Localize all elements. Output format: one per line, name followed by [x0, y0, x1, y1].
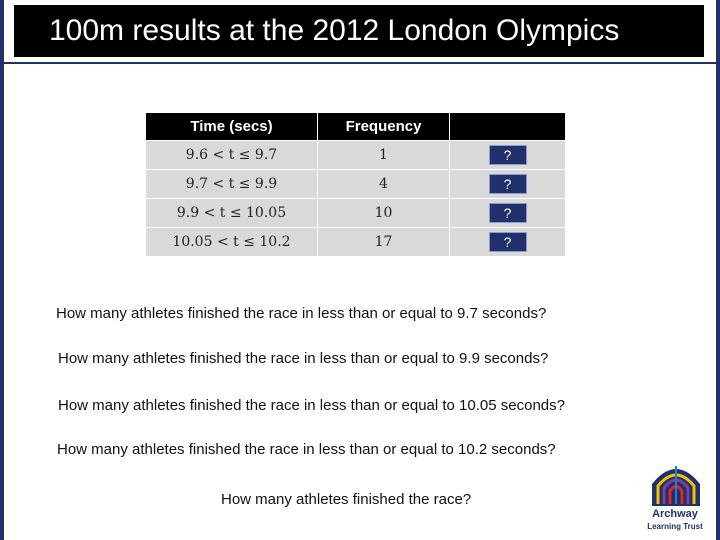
time-cell: 9.9 < t ≤ 10.05 [145, 198, 318, 228]
frequency-table: Time (secs) Frequency 9.6 < t ≤ 9.7 1 ? … [145, 112, 566, 257]
right-border [716, 0, 720, 540]
question-3: How many athletes finished the race in l… [58, 397, 565, 414]
reveal-button[interactable]: ? [488, 145, 527, 165]
question-2: How many athletes finished the race in l… [58, 350, 549, 367]
logo-name: Archway [652, 508, 698, 520]
time-cell: 9.6 < t ≤ 9.7 [145, 140, 318, 170]
reveal-button[interactable]: ? [488, 203, 527, 223]
table-row: 9.7 < t ≤ 9.9 4 ? [145, 169, 566, 199]
slide-title: 100m results at the 2012 London Olympics [14, 5, 704, 57]
table-row: 9.6 < t ≤ 9.7 1 ? [145, 140, 566, 170]
question-5: How many athletes finished the race? [221, 491, 472, 508]
header-time: Time (secs) [145, 112, 318, 141]
frequency-cell: 4 [317, 169, 450, 199]
question-4: How many athletes finished the race in l… [57, 441, 556, 458]
title-divider [4, 62, 716, 64]
archway-logo-icon [652, 466, 700, 506]
logo-subtitle: Learning Trust [647, 522, 703, 531]
cumulative-cell: ? [449, 227, 566, 257]
frequency-cell: 10 [317, 198, 450, 228]
header-cumulative [449, 112, 566, 141]
cumulative-cell: ? [449, 169, 566, 199]
frequency-cell: 1 [317, 140, 450, 170]
left-border [0, 0, 4, 540]
time-cell: 9.7 < t ≤ 9.9 [145, 169, 318, 199]
frequency-cell: 17 [317, 227, 450, 257]
table-row: 10.05 < t ≤ 10.2 17 ? [145, 227, 566, 257]
table-header-row: Time (secs) Frequency [145, 112, 566, 141]
header-frequency: Frequency [317, 112, 450, 141]
reveal-button[interactable]: ? [488, 174, 527, 194]
reveal-button[interactable]: ? [488, 232, 527, 252]
cumulative-cell: ? [449, 140, 566, 170]
time-cell: 10.05 < t ≤ 10.2 [145, 227, 318, 257]
table-row: 9.9 < t ≤ 10.05 10 ? [145, 198, 566, 228]
cumulative-cell: ? [449, 198, 566, 228]
question-1: How many athletes finished the race in l… [56, 305, 547, 322]
